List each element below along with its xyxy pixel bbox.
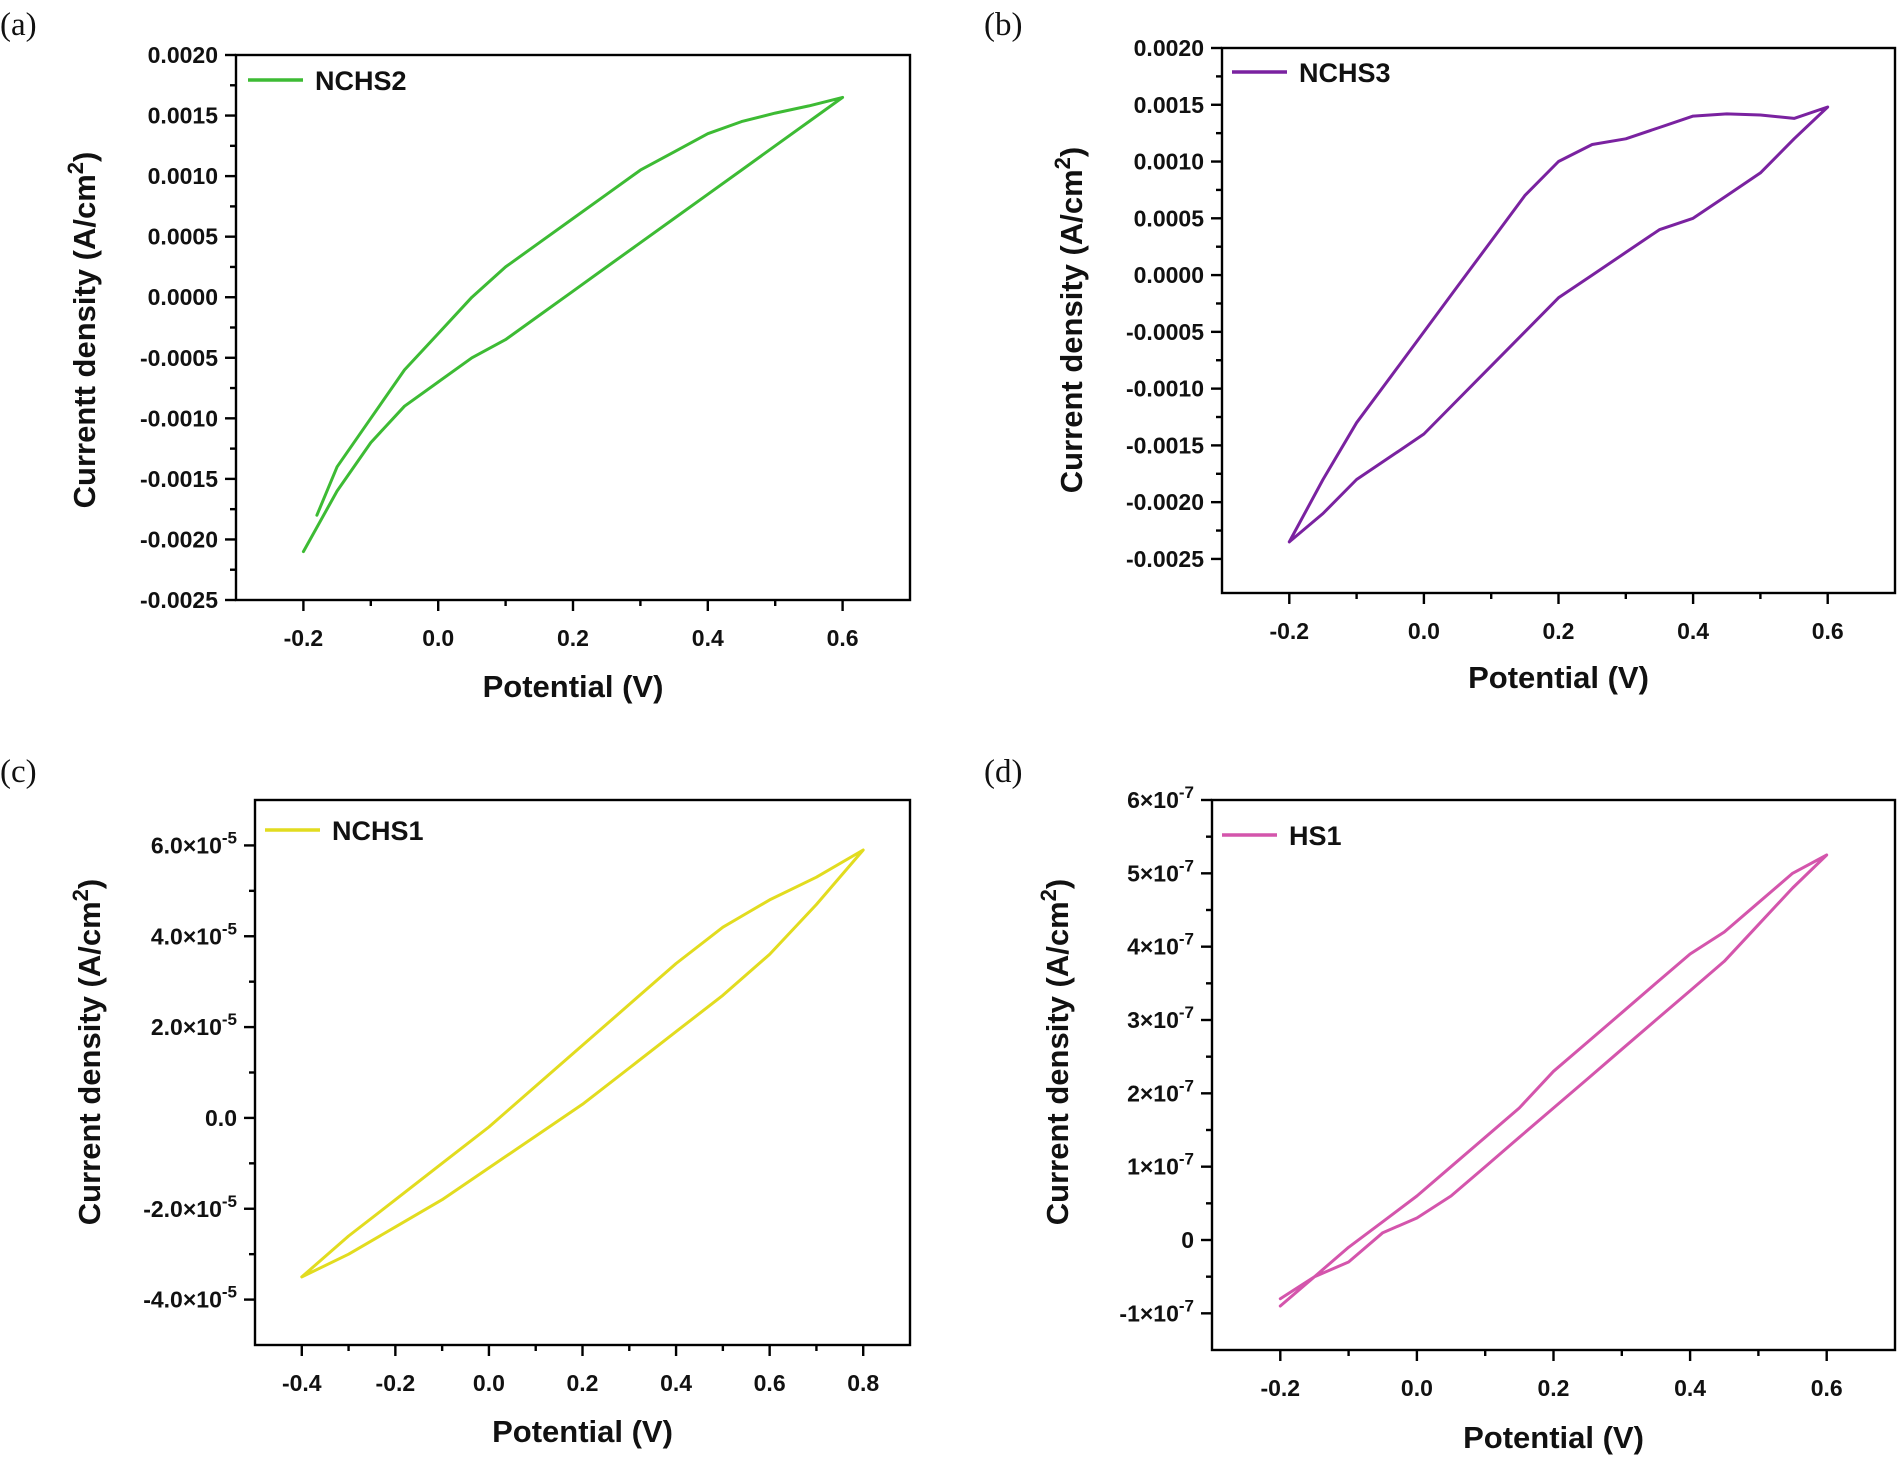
- panel-label: (d): [984, 754, 1022, 790]
- x-tick-label: -0.2: [1269, 618, 1309, 644]
- y-tick-label: 0.0000: [148, 284, 218, 310]
- legend-label: NCHS2: [315, 66, 407, 96]
- x-tick-label: 0.0: [1401, 1375, 1433, 1401]
- x-axis-title: Potential (V): [1468, 660, 1649, 695]
- legend-label: NCHS1: [332, 816, 424, 846]
- x-tick-label: 0.4: [660, 1370, 692, 1396]
- y-tick-label: -0.0020: [140, 526, 218, 552]
- x-tick-label: -0.2: [284, 625, 324, 651]
- legend-label: NCHS3: [1299, 58, 1391, 88]
- x-tick-label: 0.8: [847, 1370, 879, 1396]
- y-tick-label: -0.0025: [1126, 546, 1204, 572]
- y-tick-label: 6.0×10-5: [151, 828, 237, 858]
- plot-frame: [253, 798, 912, 1347]
- y-tick-label: 2.0×10-5: [151, 1010, 237, 1040]
- x-tick-label: 0.0: [422, 625, 454, 651]
- chart-panel-4: (d) -0.2 0.0 0.2 0.4 0.6 -1×10-7 0 1×10-7 2×10-7 3…: [984, 754, 1897, 1455]
- x-axis-title: Potential (V): [492, 1414, 673, 1449]
- y-tick-label: 1×10-7: [1127, 1150, 1194, 1180]
- y-axis-title: Current density (A/cm2): [1036, 879, 1075, 1225]
- y-tick-label: 0.0: [205, 1105, 237, 1131]
- x-tick-label: 0.6: [827, 625, 859, 651]
- x-tick-label: 0.4: [1674, 1375, 1706, 1401]
- y-tick-label: 3×10-7: [1127, 1003, 1194, 1033]
- series-line-HS1: [1278, 853, 1829, 1308]
- series-line-NCHS2: [301, 95, 845, 554]
- y-tick-label: 0: [1181, 1227, 1194, 1253]
- y-tick-label: 0.0010: [148, 163, 218, 189]
- y-tick-label: -4.0×10-5: [143, 1283, 237, 1313]
- y-tick-label: -1×10-7: [1119, 1296, 1194, 1326]
- chart-panel-1: (a) -0.2 0.0 0.2 0.4 0.6 -0.0025 -0.0020 -0.0015…: [0, 7, 912, 704]
- y-tick-label: -0.0015: [140, 466, 218, 492]
- y-tick-label: 0.0000: [1134, 262, 1204, 288]
- x-tick-label: 0.2: [1543, 618, 1575, 644]
- x-tick-label: 0.0: [473, 1370, 505, 1396]
- y-tick-label: -0.0010: [1126, 376, 1204, 402]
- y-tick-label: 2×10-7: [1127, 1076, 1194, 1106]
- x-tick-label: -0.4: [282, 1370, 322, 1396]
- y-tick-label: 0.0020: [148, 42, 218, 68]
- y-axis-title: Currentt density (A/cm2): [63, 152, 102, 509]
- panel-label: (a): [0, 7, 37, 43]
- plot-frame: [1210, 798, 1897, 1352]
- y-tick-label: 0.0015: [148, 103, 219, 129]
- x-axis-title: Potential (V): [1463, 1420, 1644, 1455]
- y-tick-label: 4×10-7: [1127, 930, 1194, 960]
- series-line-NCHS1: [300, 848, 865, 1279]
- x-tick-label: 0.2: [1538, 1375, 1570, 1401]
- plot-frame: [234, 53, 912, 602]
- y-tick-label: 6×10-7: [1127, 783, 1194, 813]
- x-tick-label: 0.4: [1677, 618, 1709, 644]
- y-axis-title: Current density (A/cm2): [1050, 147, 1089, 493]
- y-tick-label: 0.0020: [1134, 35, 1204, 61]
- plot-frame: [1220, 46, 1897, 595]
- chart-panel-2: (b) -0.2 0.0 0.2 0.4 0.6 -0.0025 -0.0020 -0.0015…: [984, 7, 1897, 695]
- y-tick-label: 0.0005: [148, 224, 219, 250]
- x-tick-label: -0.2: [376, 1370, 416, 1396]
- y-tick-label: 0.0010: [1134, 149, 1204, 175]
- panel-label: (b): [984, 7, 1022, 43]
- y-tick-label: 4.0×10-5: [151, 919, 237, 949]
- y-tick-label: 0.0005: [1134, 205, 1205, 231]
- x-tick-label: 0.2: [567, 1370, 599, 1396]
- x-axis-title: Potential (V): [483, 669, 664, 704]
- series-line-NCHS3: [1287, 105, 1830, 544]
- x-tick-label: 0.0: [1408, 618, 1440, 644]
- legend-label: HS1: [1289, 821, 1342, 851]
- y-axis-title: Current density (A/cm2): [68, 879, 107, 1225]
- y-tick-label: -0.0020: [1126, 489, 1204, 515]
- y-tick-label: -0.0025: [140, 587, 218, 613]
- x-tick-label: 0.6: [1811, 1375, 1843, 1401]
- x-tick-label: 0.6: [1812, 618, 1844, 644]
- y-tick-label: -2.0×10-5: [143, 1192, 237, 1222]
- y-tick-label: 5×10-7: [1127, 856, 1194, 886]
- x-tick-label: -0.2: [1260, 1375, 1300, 1401]
- y-tick-label: -0.0005: [1126, 319, 1204, 345]
- panel-label: (c): [0, 754, 37, 790]
- y-tick-label: 0.0015: [1134, 92, 1205, 118]
- x-tick-label: 0.2: [557, 625, 589, 651]
- y-tick-label: -0.0010: [140, 405, 218, 431]
- chart-panel-3: (c) -0.4 -0.2 0.0 0.2 0.4 0.6 0.8 -4.0×10-5 -2.0×…: [0, 754, 912, 1449]
- x-tick-label: 0.4: [692, 625, 724, 651]
- x-tick-label: 0.6: [754, 1370, 786, 1396]
- y-tick-label: -0.0015: [1126, 432, 1204, 458]
- y-tick-label: -0.0005: [140, 345, 218, 371]
